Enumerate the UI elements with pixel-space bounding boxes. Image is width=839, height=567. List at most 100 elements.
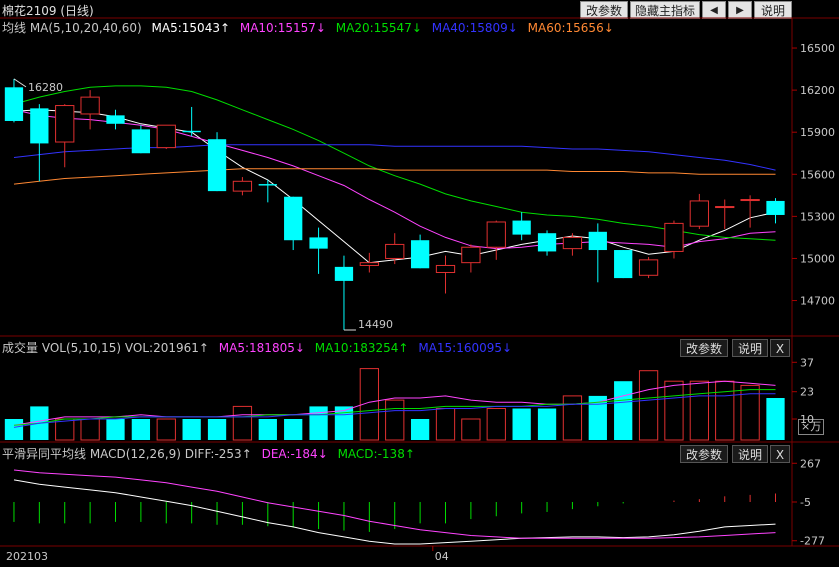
candle-body [410,240,430,269]
vol-tick-label: 10 [800,413,814,426]
vol-params-button[interactable]: 改参数 [680,339,728,357]
arrow-right-icon: ▶ [736,5,744,16]
price-tick-label: 15300 [800,210,835,223]
macd-tick-label: -5 [800,496,811,509]
high-pointer [13,78,27,88]
candle-body [766,200,785,215]
vol-close-button[interactable]: X [770,339,790,357]
ma20-legend: MA20:15547↓ [335,21,422,35]
dea-line [13,469,776,539]
ma-line-1 [13,109,776,250]
volume-bar [106,419,125,440]
macd-help-button[interactable]: 说明 [732,445,768,463]
volume-bar [512,408,531,440]
macd-close-button[interactable]: X [770,445,790,463]
volume-bar [766,398,785,440]
low-label: 14490 [358,318,393,331]
volume-bar [55,418,75,441]
ma-line-4 [13,168,776,185]
ma10-legend: MA10:15157↓ [239,21,326,35]
volume-bar [435,408,456,441]
main-legend: 均线 MA(5,10,20,40,60) MA5:15043↑ MA10:151… [2,19,614,36]
candle-body [156,124,176,149]
volume-bar [410,419,430,440]
volume-bar [461,418,481,441]
volume-bar [156,418,176,441]
candle-body [435,264,456,273]
volume-bar [689,380,709,441]
vol-legend-label: 成交量 VOL(5,10,15) VOL:201961↑ [2,341,209,355]
volume-bar [638,370,659,441]
macd-params-button[interactable]: 改参数 [680,445,728,463]
macd-tick-label: 267 [800,457,821,470]
candle-body [30,108,49,144]
dea-legend: DEA:-184↓ [261,447,328,461]
candle-body [284,196,303,241]
volume-bar [80,418,100,441]
candle-body [614,250,633,279]
volume-unit-label: ×万 [798,419,825,435]
candle-body [715,206,735,209]
candle-body [207,139,227,192]
macd-tick-label: -277 [800,535,825,548]
volume-bar [131,419,151,440]
candle-body [334,266,354,281]
vol-help-button[interactable]: 说明 [732,339,768,357]
candle-body [486,221,506,248]
volume-bar [562,395,583,441]
volume-bar [284,419,303,440]
vol-ma5-legend: MA5:181805↓ [218,341,305,355]
vol-tick-label: 23 [800,386,814,399]
candle-body [664,222,684,252]
volume-bar [614,381,633,440]
candle-body [461,246,481,264]
ma5-legend: MA5:15043↑ [151,21,231,35]
ma40-legend: MA40:15809↓ [431,21,518,35]
macd-legend: 平滑异同平均线 MACD(12,26,9) DIFF:-253↑ DEA:-18… [2,445,415,462]
ma-line-3 [13,144,776,171]
volume-bar [182,419,201,440]
candle-body [309,237,328,249]
price-tick-label: 16500 [800,42,835,55]
vol-ma10-legend: MA10:183254↑ [314,341,409,355]
ma60-legend: MA60:15656↓ [527,21,614,35]
candle-body [106,115,125,124]
candle-body [512,220,531,235]
ma-line-2 [13,85,776,241]
candle-body [55,105,75,143]
arrow-left-icon: ◀ [710,5,718,16]
vol-ma-line-0 [13,380,776,426]
price-tick-label: 15000 [800,252,835,265]
candle-body [562,236,583,250]
candle-body [385,243,405,259]
volume-bar [715,380,735,441]
ma-legend-label: 均线 MA(5,10,20,40,60) [2,21,142,35]
volume-bar [359,368,379,441]
volume-bar [309,406,328,440]
candle-body [258,184,277,186]
vol-ma15-legend: MA15:160095↓ [418,341,513,355]
volume-bar [537,408,557,440]
volume-bar [486,408,506,441]
macd-value-legend: MACD:-138↑ [337,447,415,461]
candle-body [4,87,24,121]
candle-body [359,262,379,266]
candle-body [131,129,151,154]
volume-bar [588,395,607,440]
price-tick-label: 16200 [800,84,835,97]
candle-body [80,96,100,115]
macd-legend-label: 平滑异同平均线 MACD(12,26,9) DIFF:-253↑ [2,447,252,461]
x-axis-label: 202103 [6,550,48,563]
vol-ma-line-2 [13,393,776,428]
candle-body [689,200,709,227]
x-axis-label: 04 [435,550,449,563]
candle-body [182,130,201,133]
volume-bar [207,419,227,440]
vol-tick-label: 37 [800,356,814,369]
candle-body [638,259,659,276]
candle-body [537,233,557,252]
volume-bar [4,419,24,440]
volume-bar [258,419,277,440]
candle-body [588,231,607,251]
